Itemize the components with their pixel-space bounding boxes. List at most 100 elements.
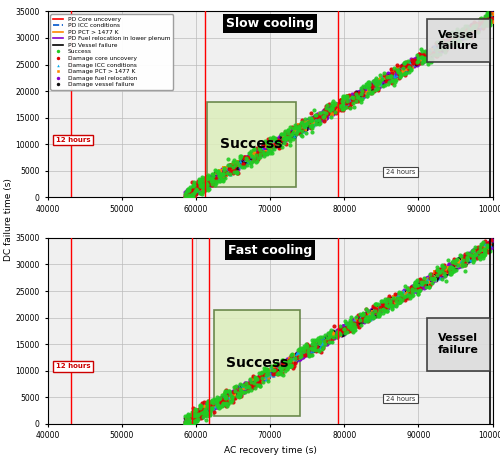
Point xyxy=(212,399,220,406)
Point xyxy=(265,142,273,150)
Point xyxy=(270,145,278,153)
Point xyxy=(370,305,378,312)
Point xyxy=(191,187,199,195)
Point xyxy=(248,379,256,386)
Point xyxy=(190,178,198,185)
Point xyxy=(390,299,398,306)
Point xyxy=(236,155,244,162)
Point xyxy=(216,402,224,409)
Point xyxy=(292,353,300,360)
Point xyxy=(377,78,385,85)
Point xyxy=(366,313,374,320)
Point xyxy=(394,68,402,75)
Point xyxy=(348,324,356,332)
Point xyxy=(417,281,425,289)
Point xyxy=(247,152,255,159)
Point xyxy=(262,141,270,148)
Point xyxy=(307,346,315,353)
Point xyxy=(216,174,224,181)
Point xyxy=(194,185,202,192)
Point xyxy=(355,316,363,324)
Point xyxy=(446,35,454,42)
Point xyxy=(204,182,212,189)
Point xyxy=(262,369,270,376)
Point xyxy=(400,289,407,297)
Point xyxy=(233,164,241,172)
Point xyxy=(206,407,214,414)
Point xyxy=(276,136,284,144)
Point xyxy=(348,96,356,103)
Point xyxy=(465,256,473,263)
Point xyxy=(456,252,464,259)
Point xyxy=(279,361,287,369)
Point xyxy=(472,22,480,30)
Point xyxy=(390,73,398,81)
Point xyxy=(426,54,434,61)
Point xyxy=(325,334,333,342)
Point xyxy=(233,164,241,171)
Point xyxy=(282,134,290,142)
Point xyxy=(287,355,295,363)
Point xyxy=(348,318,356,326)
Point xyxy=(354,89,362,97)
Point xyxy=(414,57,422,65)
Point xyxy=(419,55,427,63)
Point xyxy=(484,13,492,20)
Point xyxy=(246,158,254,166)
Point xyxy=(310,340,318,347)
Point xyxy=(358,91,366,98)
Point xyxy=(202,179,210,186)
Point xyxy=(417,279,425,286)
Point xyxy=(386,298,394,305)
Point xyxy=(246,153,254,160)
Point xyxy=(436,265,444,273)
Point xyxy=(416,55,424,62)
Point xyxy=(355,88,363,95)
Text: Slow cooling: Slow cooling xyxy=(226,17,314,30)
Point xyxy=(409,59,417,66)
Point xyxy=(192,414,200,422)
Point xyxy=(329,98,337,105)
Point xyxy=(338,329,346,336)
Point xyxy=(316,341,324,349)
Point xyxy=(346,103,354,110)
Point xyxy=(216,394,224,402)
Point xyxy=(194,185,202,193)
Point xyxy=(396,68,404,75)
Point xyxy=(256,376,264,383)
Point xyxy=(303,122,311,129)
Point xyxy=(222,170,230,177)
Point xyxy=(418,58,426,65)
Point xyxy=(280,359,287,366)
Point xyxy=(290,128,298,135)
Point xyxy=(304,123,312,130)
Point xyxy=(326,333,334,340)
Point xyxy=(461,256,469,263)
Point xyxy=(454,261,462,268)
Point xyxy=(264,143,272,151)
Point xyxy=(389,296,397,304)
Point xyxy=(426,281,434,288)
Point xyxy=(186,420,194,427)
Point xyxy=(300,124,308,131)
Point xyxy=(466,255,474,262)
Point xyxy=(204,398,212,405)
Point xyxy=(316,113,324,120)
Point xyxy=(243,387,251,394)
Point xyxy=(275,366,283,373)
Point xyxy=(479,247,487,254)
Point xyxy=(420,281,428,288)
Point xyxy=(364,87,372,94)
Point xyxy=(338,325,346,332)
Point xyxy=(368,89,376,97)
Point xyxy=(216,167,224,174)
Point xyxy=(308,121,316,129)
Point xyxy=(357,316,365,324)
Point xyxy=(331,102,339,109)
Point xyxy=(262,369,270,376)
Point xyxy=(306,346,314,354)
Point xyxy=(400,66,408,73)
Point xyxy=(214,403,222,410)
Point xyxy=(364,307,372,315)
Point xyxy=(304,343,312,350)
